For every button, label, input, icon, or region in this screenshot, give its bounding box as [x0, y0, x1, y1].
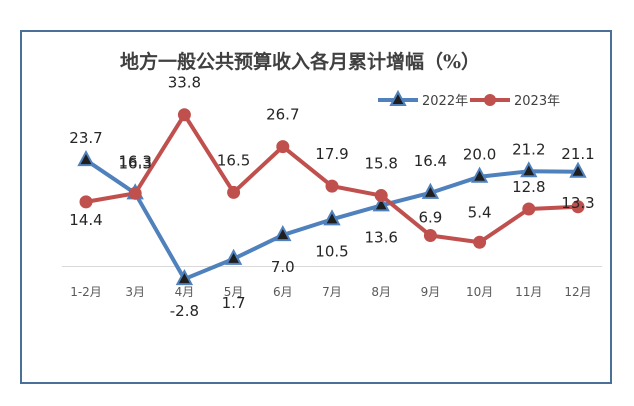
plot-area — [77, 108, 587, 286]
point-marker — [372, 195, 390, 212]
x-tick-label: 1-2月 — [70, 285, 102, 299]
x-tick-label: 9月 — [421, 285, 441, 299]
x-tick-label: 4月 — [175, 285, 195, 299]
x-tick-label: 3月 — [125, 285, 145, 299]
point-marker — [227, 185, 241, 199]
point-marker — [79, 195, 93, 209]
point-marker — [520, 161, 538, 178]
legend-marker — [389, 89, 407, 106]
point-marker — [569, 161, 587, 178]
data-label: 14.4 — [69, 211, 102, 229]
data-label: 13.6 — [364, 228, 397, 246]
data-label: 5.4 — [468, 203, 492, 221]
point-marker — [323, 209, 341, 226]
point-marker — [423, 229, 437, 243]
point-marker — [177, 108, 191, 122]
point-marker — [470, 166, 489, 183]
data-label: 12.8 — [512, 178, 545, 196]
point-marker — [571, 200, 585, 214]
data-label: -2.8 — [170, 302, 199, 320]
point-marker — [522, 202, 536, 216]
legend-marker — [484, 94, 496, 106]
point-marker — [325, 179, 339, 193]
point-marker — [175, 268, 194, 286]
x-axis: 1-2月 3月 4月 5月 6月 7月 8月 9月 10月 11月 12月 — [62, 266, 602, 299]
point-marker — [224, 248, 243, 265]
data-label: 13.3 — [561, 194, 594, 212]
data-label: 17.9 — [315, 145, 348, 163]
x-tick-label: 7月 — [322, 285, 342, 299]
x-tick-label: 11月 — [515, 285, 542, 299]
data-label: 20.0 — [463, 146, 496, 164]
point-marker — [128, 186, 142, 200]
point-marker — [473, 235, 487, 249]
legend-label: 2022年 — [422, 94, 468, 109]
point-marker — [421, 182, 440, 199]
data-label: 16.4 — [414, 152, 447, 170]
legend-label: 2023年 — [514, 94, 560, 109]
data-label: 6.9 — [418, 209, 442, 227]
x-tick-label: 12月 — [564, 285, 591, 299]
data-label: 10.5 — [315, 242, 348, 260]
chart-frame — [20, 30, 612, 384]
data-label: 1.7 — [222, 294, 246, 312]
data-label: 16.5 — [217, 151, 250, 169]
data-label: 16.3 — [118, 152, 151, 170]
data-label: 23.7 — [69, 129, 102, 147]
data-label: 16.3 — [118, 154, 151, 172]
data-label: 21.2 — [512, 140, 545, 158]
x-tick-label: 10月 — [466, 285, 493, 299]
data-label: 15.8 — [364, 155, 397, 173]
data-label: 26.7 — [266, 106, 299, 124]
data-labels: 23.7 16.3 -2.8 1.7 7.0 10.5 13.6 16.4 20.0 21.2 21… — [69, 74, 594, 320]
point-marker — [274, 224, 292, 242]
x-tick-label: 8月 — [371, 285, 391, 299]
point-marker — [77, 149, 95, 167]
x-tick-label: 6月 — [273, 285, 293, 299]
chart-title: 地方一般公共预算收入各月累计增幅（%） — [120, 50, 480, 73]
point-marker — [374, 189, 388, 203]
point-marker — [276, 140, 290, 154]
data-label: 21.1 — [561, 145, 594, 163]
x-tick-label: 5月 — [224, 285, 244, 299]
data-label: 33.8 — [168, 74, 201, 92]
data-label: 7.0 — [271, 258, 295, 276]
legend: 2022年 2023年 — [378, 89, 560, 109]
